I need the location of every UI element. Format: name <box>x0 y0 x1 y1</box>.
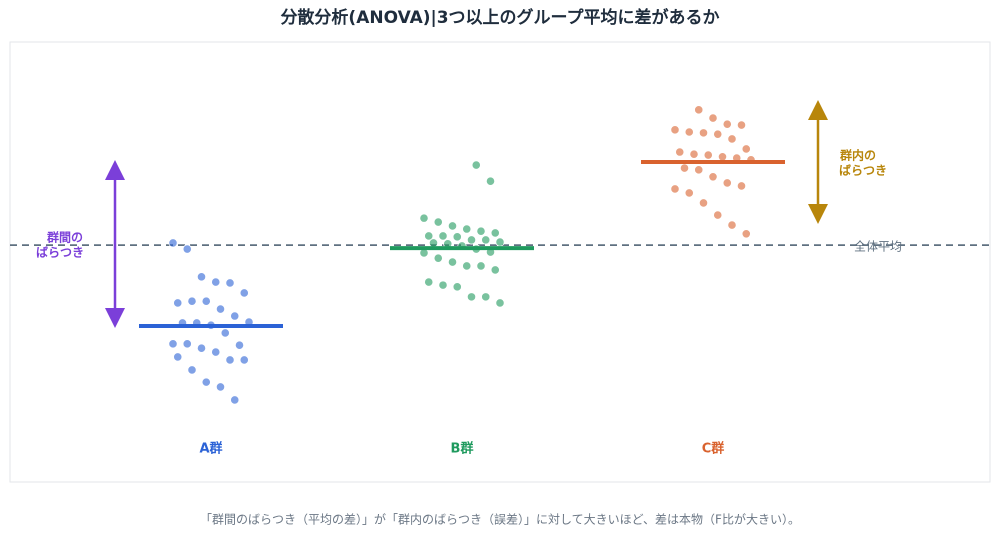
data-point <box>168 238 178 248</box>
data-point <box>462 261 472 271</box>
caption: 「群間のばらつき（平均の差）」が「群内のばらつき（誤差）」に対して大きいほど、差… <box>200 512 800 527</box>
data-point <box>424 277 434 287</box>
data-point <box>447 221 458 231</box>
data-point <box>225 355 235 365</box>
data-point <box>722 119 732 129</box>
data-point <box>495 298 505 308</box>
data-point <box>168 339 178 349</box>
data-point <box>490 228 500 238</box>
category-label: C群 <box>702 441 725 457</box>
data-point <box>679 163 690 173</box>
between-label: 群間の <box>46 230 83 245</box>
data-point <box>230 311 240 321</box>
data-point <box>234 340 245 350</box>
data-point <box>182 339 192 349</box>
data-point <box>684 188 694 198</box>
data-point <box>466 235 477 245</box>
data-point <box>215 382 226 392</box>
data-point <box>211 277 221 287</box>
category-label: A群 <box>199 441 222 457</box>
data-point <box>187 296 197 306</box>
data-point <box>476 226 486 236</box>
data-point <box>433 217 443 227</box>
data-point <box>239 288 249 298</box>
data-point <box>485 176 496 186</box>
data-point <box>230 395 240 405</box>
data-point <box>471 160 481 170</box>
data-point <box>481 292 491 302</box>
data-point <box>476 261 486 271</box>
data-point <box>187 365 197 375</box>
data-point <box>220 328 230 338</box>
data-point <box>196 272 207 282</box>
data-point <box>428 238 439 248</box>
data-point <box>727 134 737 144</box>
data-point <box>438 280 448 290</box>
data-point <box>713 210 723 220</box>
within-label: 群内の <box>839 148 876 163</box>
data-point <box>225 278 235 288</box>
chart-title: 分散分析(ANOVA)|3つ以上のグループ平均に差があるか <box>280 7 719 28</box>
data-point <box>741 229 751 239</box>
data-point <box>215 304 226 314</box>
data-point <box>736 120 747 130</box>
category-label: B群 <box>451 441 474 457</box>
data-point <box>462 224 472 234</box>
data-point <box>708 172 718 182</box>
data-point <box>201 296 211 306</box>
data-point <box>670 125 680 135</box>
data-point <box>182 244 192 254</box>
data-point <box>447 257 458 267</box>
data-point <box>495 237 505 247</box>
data-point <box>173 298 183 308</box>
within-label: ばらつき <box>839 163 887 178</box>
data-point <box>689 149 699 159</box>
data-point <box>713 129 723 139</box>
data-point <box>684 127 694 137</box>
data-point <box>452 232 462 242</box>
data-point <box>438 231 448 241</box>
data-point <box>694 165 704 175</box>
data-point <box>424 231 434 241</box>
plot-frame <box>9 41 991 483</box>
data-point <box>670 184 680 194</box>
data-point <box>419 213 429 223</box>
data-point <box>727 220 737 230</box>
data-point <box>173 352 183 362</box>
data-point <box>433 253 443 263</box>
between-label: ばらつき <box>36 245 84 260</box>
data-point <box>736 181 747 191</box>
data-point <box>481 235 491 245</box>
data-point <box>675 147 685 157</box>
data-point <box>196 343 207 353</box>
data-point <box>722 178 732 188</box>
data-point <box>466 292 477 302</box>
data-point <box>694 105 704 115</box>
data-point <box>717 152 728 162</box>
data-point <box>698 128 709 138</box>
grand-mean-label: 全体平均 <box>854 239 902 254</box>
data-point <box>452 282 462 292</box>
data-point <box>201 377 211 387</box>
data-point <box>211 347 221 357</box>
data-point <box>703 150 713 160</box>
data-point <box>741 144 751 154</box>
data-point <box>698 198 709 208</box>
data-point <box>239 355 249 365</box>
data-point <box>708 113 718 123</box>
data-point <box>490 265 500 275</box>
